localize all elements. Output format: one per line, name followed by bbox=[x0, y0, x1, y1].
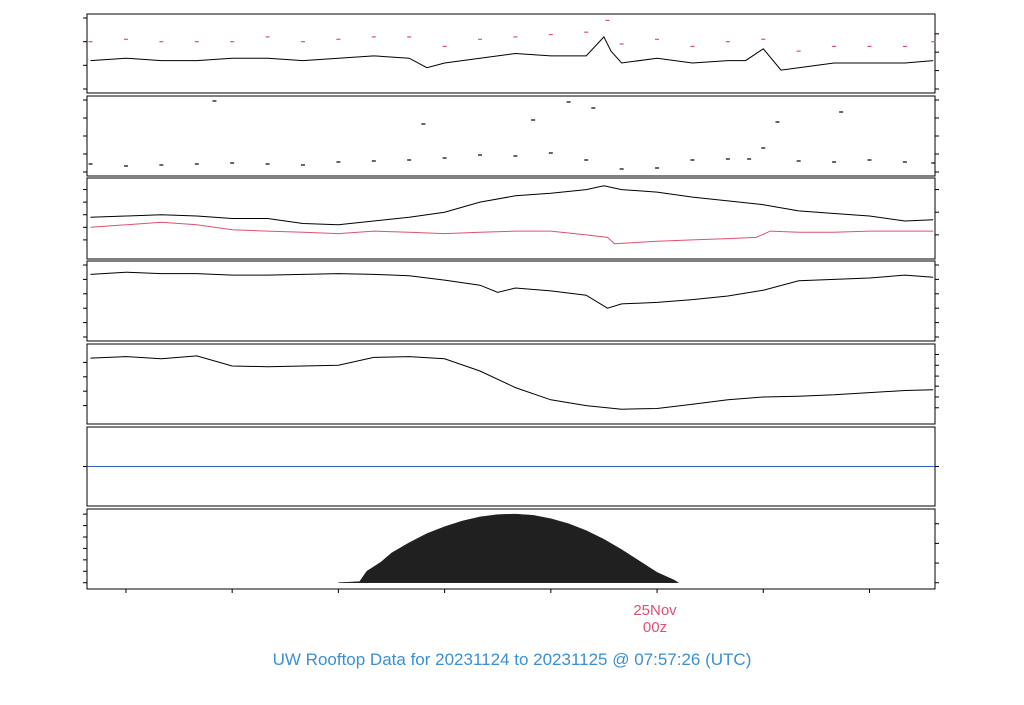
panel-temp bbox=[83, 177, 939, 260]
panel-dir bbox=[83, 95, 939, 177]
panel-wind bbox=[83, 13, 939, 94]
panel-frame bbox=[86, 95, 936, 177]
series-line-slp-0 bbox=[90, 355, 934, 410]
footer-caption: UW Rooftop Data for 20231124 to 20231125… bbox=[273, 650, 752, 669]
series-line-temp-1 bbox=[90, 221, 934, 245]
series-line-rh-0 bbox=[90, 271, 934, 309]
panel-frame bbox=[86, 260, 936, 342]
series-line-temp-0 bbox=[90, 185, 934, 226]
date-label: 25Nov bbox=[633, 602, 677, 619]
date-sublabel: 00z bbox=[643, 619, 667, 636]
series-line-wind-0 bbox=[90, 36, 934, 71]
panel-slp bbox=[83, 343, 939, 425]
panel-rad bbox=[83, 508, 939, 590]
panel-frame bbox=[86, 177, 936, 260]
panel-pcp bbox=[83, 426, 939, 507]
radiation-area bbox=[338, 513, 680, 583]
panel-rh bbox=[83, 260, 939, 342]
panel-frame bbox=[86, 13, 936, 94]
panel-frame bbox=[86, 508, 936, 590]
panel-frame bbox=[86, 343, 936, 425]
